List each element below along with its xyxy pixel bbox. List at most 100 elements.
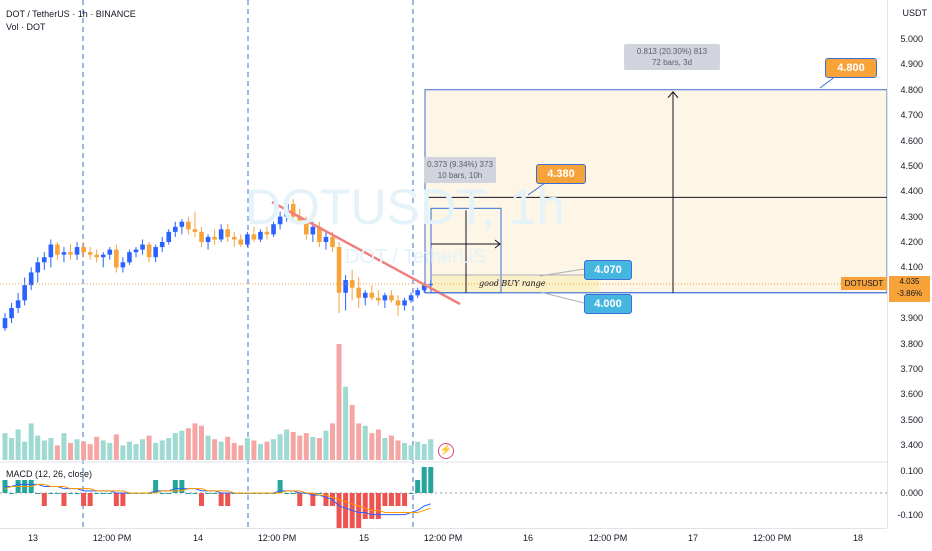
macd-histogram-bar [395,493,401,506]
price-tick: 4.700 [900,110,923,121]
price-tick: 3.800 [900,338,923,349]
macd-histogram-bar [297,493,303,506]
volume-bar [15,429,21,460]
target-label-leader [819,75,837,89]
time-tick: 13 [27,533,39,543]
candle-body [192,229,198,232]
volume-bar [35,435,41,460]
measure-small-label: 0.373 (9.34%) 373 10 bars, 10h [424,157,496,183]
candle-body [205,236,211,242]
volume-bar [421,444,427,460]
candle-body [81,247,86,253]
candle-body [35,262,41,273]
candle-body [120,262,126,268]
volume-legend[interactable]: Vol · DOT [6,22,46,32]
volume-bar [415,441,421,460]
macd-histogram-bar [336,493,342,532]
volume-bar [81,441,87,460]
target-price-label[interactable]: 4.800 [825,58,877,78]
volume-bar [349,405,355,460]
signal-line [4,483,431,513]
macd-histogram-bar [284,493,290,494]
macd-histogram-bar [382,493,388,506]
candle-body [304,221,309,235]
volume-bar [159,440,165,460]
price-tick: 4.400 [900,186,923,197]
volume-bar [120,445,126,460]
macd-histogram-bar [94,493,100,494]
macd-histogram-bar [349,493,355,532]
measure-small-line1: 0.373 (9.34%) 373 [427,160,493,169]
lower-buy-label[interactable]: 4.000 [584,294,632,314]
volume-bar [100,440,106,460]
candle-body [336,247,342,293]
macd-legend[interactable]: MACD (12, 26, close) [6,469,93,479]
candle-body [369,292,375,298]
last-price: 4.035 [899,277,920,286]
volume-bar [179,430,185,460]
symbol-legend[interactable]: DOT / TetherUS · 1h · BINANCE [6,9,136,19]
candle-body [231,236,237,240]
price-tick: 5.000 [900,34,923,44]
measure-large-line1: 0.813 (20.30%) 813 [636,47,708,56]
time-tick: 12:00 PM [752,533,792,543]
mid-price-label[interactable]: 4.380 [536,164,586,184]
lightning-icon[interactable]: ⚡ [438,443,454,459]
last-price-badge: 4.035 -3.86% [889,276,930,302]
upper-buy-label[interactable]: 4.070 [584,260,632,280]
candle-body [146,244,152,258]
volume-bar [284,429,290,460]
volume-bar [428,439,434,460]
price-axis[interactable]: USDT 5.000 4.900 4.800 4.700 4.600 4.500 4.400… [887,0,932,528]
macd-pane [0,467,887,532]
volume-bar [264,441,270,460]
candle-body [140,244,145,250]
macd-histogram-bar [218,493,224,506]
buy-range-zone [431,274,599,293]
volume-bar [185,428,191,460]
time-tick: 16 [522,533,534,543]
volume-bar [225,436,231,460]
volume-bar [192,423,198,460]
macd-histogram-bar [153,480,159,493]
target-zone [424,89,888,294]
price-tick: 4.900 [900,59,923,70]
macd-histogram-bar [9,493,15,494]
volume-bar [257,444,263,460]
volume-bar [41,440,47,460]
candle-body [218,229,224,240]
volume-bar [212,439,218,460]
macd-histogram-bar [68,493,73,494]
volume-bar [356,423,362,460]
volume-bar [2,433,8,460]
price-tick: 4.100 [900,262,923,273]
macd-histogram-bar [74,493,80,494]
time-tick: 12:00 PM [92,533,132,543]
candle-body [212,236,217,240]
macd-histogram-bar [172,480,178,493]
candle-body [428,283,434,286]
volume-bar [402,442,408,460]
candle-body [61,252,67,255]
session-divider-lines [82,0,414,528]
volume-bar [290,431,296,460]
price-tick: 3.400 [900,440,923,450]
volume-bar [74,439,80,460]
candle-body [271,224,276,235]
candle-body [376,297,381,301]
time-axis[interactable] [0,528,887,551]
macd-histogram-bar [428,467,434,493]
macd-histogram-bar [166,493,172,494]
macd-histogram-bar [277,480,283,493]
candle-body [245,234,250,245]
measure-large-arrowhead [667,90,679,99]
macd-tick: 0.000 [900,488,923,498]
candle-body [100,254,106,258]
candle-body [317,226,322,242]
volume-bar [166,438,172,460]
currency-label: USDT [902,8,928,18]
price-tick: 3.600 [900,389,923,400]
macd-histogram-bar [113,493,119,506]
candle-body [127,252,132,263]
